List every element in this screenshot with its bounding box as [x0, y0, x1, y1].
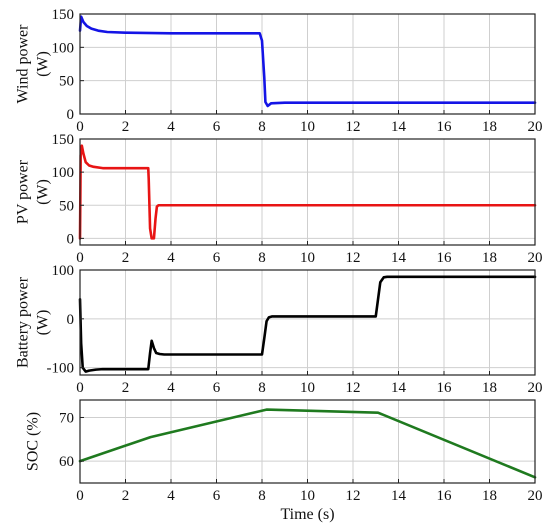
y-tick-label: 50 — [59, 198, 74, 214]
x-tick-label: 4 — [167, 488, 175, 504]
x-tick-label: 20 — [528, 380, 543, 396]
x-tick-label: 14 — [391, 119, 407, 135]
x-tick-label: 2 — [122, 250, 130, 266]
series-line — [78, 144, 537, 240]
x-tick-label: 10 — [300, 250, 315, 266]
y-tick-label: 0 — [67, 312, 75, 328]
x-tick-label: 6 — [213, 250, 221, 266]
y-tick-label: 0 — [67, 107, 75, 123]
x-tick-label: 0 — [76, 250, 84, 266]
y-tick-label: 60 — [59, 454, 74, 470]
x-tick-label: 8 — [258, 380, 266, 396]
y-tick-label: 50 — [59, 74, 74, 90]
x-tick-label: 8 — [258, 119, 266, 135]
x-tick-label: 0 — [76, 488, 84, 504]
x-tick-label: 14 — [391, 488, 407, 504]
x-tick-label: 2 — [122, 380, 130, 396]
x-tick-label: 12 — [346, 488, 361, 504]
x-tick-label: 18 — [482, 119, 497, 135]
series-line — [78, 275, 537, 373]
y-axis-label: PV power — [15, 159, 32, 224]
x-tick-label: 16 — [437, 380, 453, 396]
x-tick-label: 14 — [391, 250, 407, 266]
series-line — [78, 15, 537, 108]
x-tick-label: 12 — [346, 250, 361, 266]
x-tick-label: 8 — [258, 488, 266, 504]
x-tick-label: 4 — [167, 380, 175, 396]
x-tick-label: 18 — [482, 488, 497, 504]
x-tick-label: 4 — [167, 250, 175, 266]
x-axis-label: Time (s) — [280, 506, 334, 523]
y-tick-label: 150 — [52, 7, 75, 23]
x-tick-label: 2 — [122, 488, 130, 504]
x-tick-label: 6 — [213, 119, 221, 135]
x-tick-label: 18 — [482, 250, 497, 266]
x-tick-label: 18 — [482, 380, 497, 396]
y-axis-label: (W) — [35, 310, 52, 336]
x-tick-label: 16 — [437, 250, 453, 266]
x-tick-label: 8 — [258, 250, 266, 266]
y-axis-label: Wind power — [15, 24, 32, 104]
panel-2: 0 2 4 6 8 10 12 14 16 18 20 0 50 100 150 PV power (W) — [15, 132, 543, 266]
y-tick-label: -100 — [47, 361, 75, 377]
x-tick-label: 20 — [528, 250, 543, 266]
x-tick-label: 2 — [122, 119, 130, 135]
y-axis-label: SOC (%) — [25, 412, 42, 471]
x-tick-label: 20 — [528, 119, 543, 135]
x-tick-label: 10 — [300, 380, 315, 396]
y-tick-label: 150 — [52, 132, 75, 148]
y-axis-label: Battery power — [15, 276, 32, 368]
x-tick-label: 0 — [76, 119, 84, 135]
x-tick-label: 16 — [437, 488, 453, 504]
x-tick-label: 16 — [437, 119, 453, 135]
x-tick-label: 10 — [300, 488, 315, 504]
x-tick-label: 0 — [76, 380, 84, 396]
series-line — [78, 408, 537, 479]
y-axis-label: (W) — [35, 179, 52, 205]
y-tick-label: 100 — [52, 263, 75, 279]
x-tick-label: 6 — [213, 380, 221, 396]
y-tick-label: 100 — [52, 165, 75, 181]
y-tick-label: 70 — [59, 410, 74, 426]
panel-1: 0 2 4 6 8 10 12 14 16 18 20 0 50 100 150 Wind power (W) — [15, 7, 543, 135]
y-tick-label: 100 — [52, 40, 75, 56]
panel-4: 0 2 4 6 8 10 12 14 16 18 20 60 70 SOC (%) Time (s) — [25, 399, 543, 523]
x-tick-label: 12 — [346, 119, 361, 135]
y-axis-label: (W) — [35, 51, 52, 77]
x-tick-label: 10 — [300, 119, 315, 135]
x-tick-label: 14 — [391, 380, 407, 396]
x-tick-label: 12 — [346, 380, 361, 396]
y-tick-label: 0 — [67, 231, 75, 247]
x-tick-label: 6 — [213, 488, 221, 504]
x-tick-label: 4 — [167, 119, 175, 135]
x-tick-label: 20 — [528, 488, 543, 504]
